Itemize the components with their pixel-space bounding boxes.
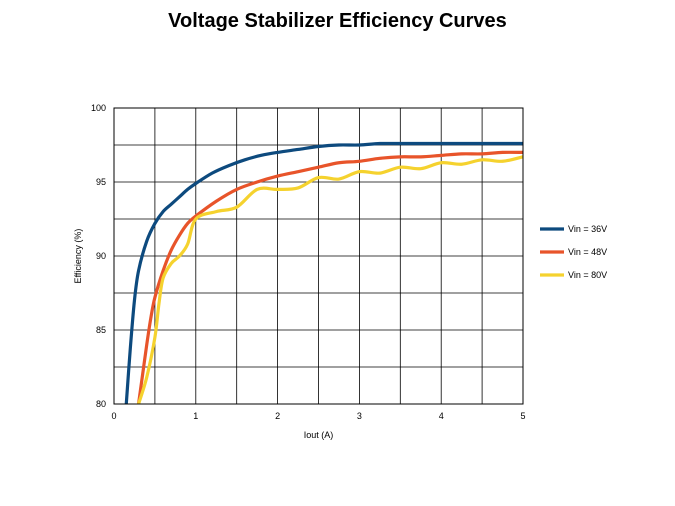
series-line-1 [124, 141, 523, 405]
x-tick-label: 5 [520, 411, 525, 421]
y-tick-label: 100 [91, 103, 106, 113]
plot-area-border [113, 107, 524, 405]
x-tick-label: 0 [111, 411, 116, 421]
tick-labels: 0 1 2 3 4 5 80 85 90 95 100 [91, 103, 526, 421]
y-tick-label: 80 [96, 399, 106, 409]
x-tick-label: 3 [357, 411, 362, 421]
y-tick-label: 90 [96, 251, 106, 261]
x-axis-label: Iout (A) [304, 430, 334, 440]
series-line-2 [136, 150, 524, 405]
x-tick-label: 2 [275, 411, 280, 421]
series-lines [124, 141, 524, 405]
series-line-3 [137, 155, 524, 405]
chart-title: Voltage Stabilizer Efficiency Curves [168, 10, 507, 32]
y-axis-label: Efficiency (%) [73, 229, 83, 284]
legend-label-2: Vin = 48V [568, 247, 607, 257]
y-tick-label: 85 [96, 325, 106, 335]
y-tick-label: 95 [96, 177, 106, 187]
legend-label-1: Vin = 36V [568, 224, 607, 234]
legend-label-3: Vin = 80V [568, 270, 607, 280]
x-tick-label: 4 [439, 411, 444, 421]
legend: Vin = 36V Vin = 48V Vin = 80V [540, 224, 607, 280]
x-tick-label: 1 [193, 411, 198, 421]
